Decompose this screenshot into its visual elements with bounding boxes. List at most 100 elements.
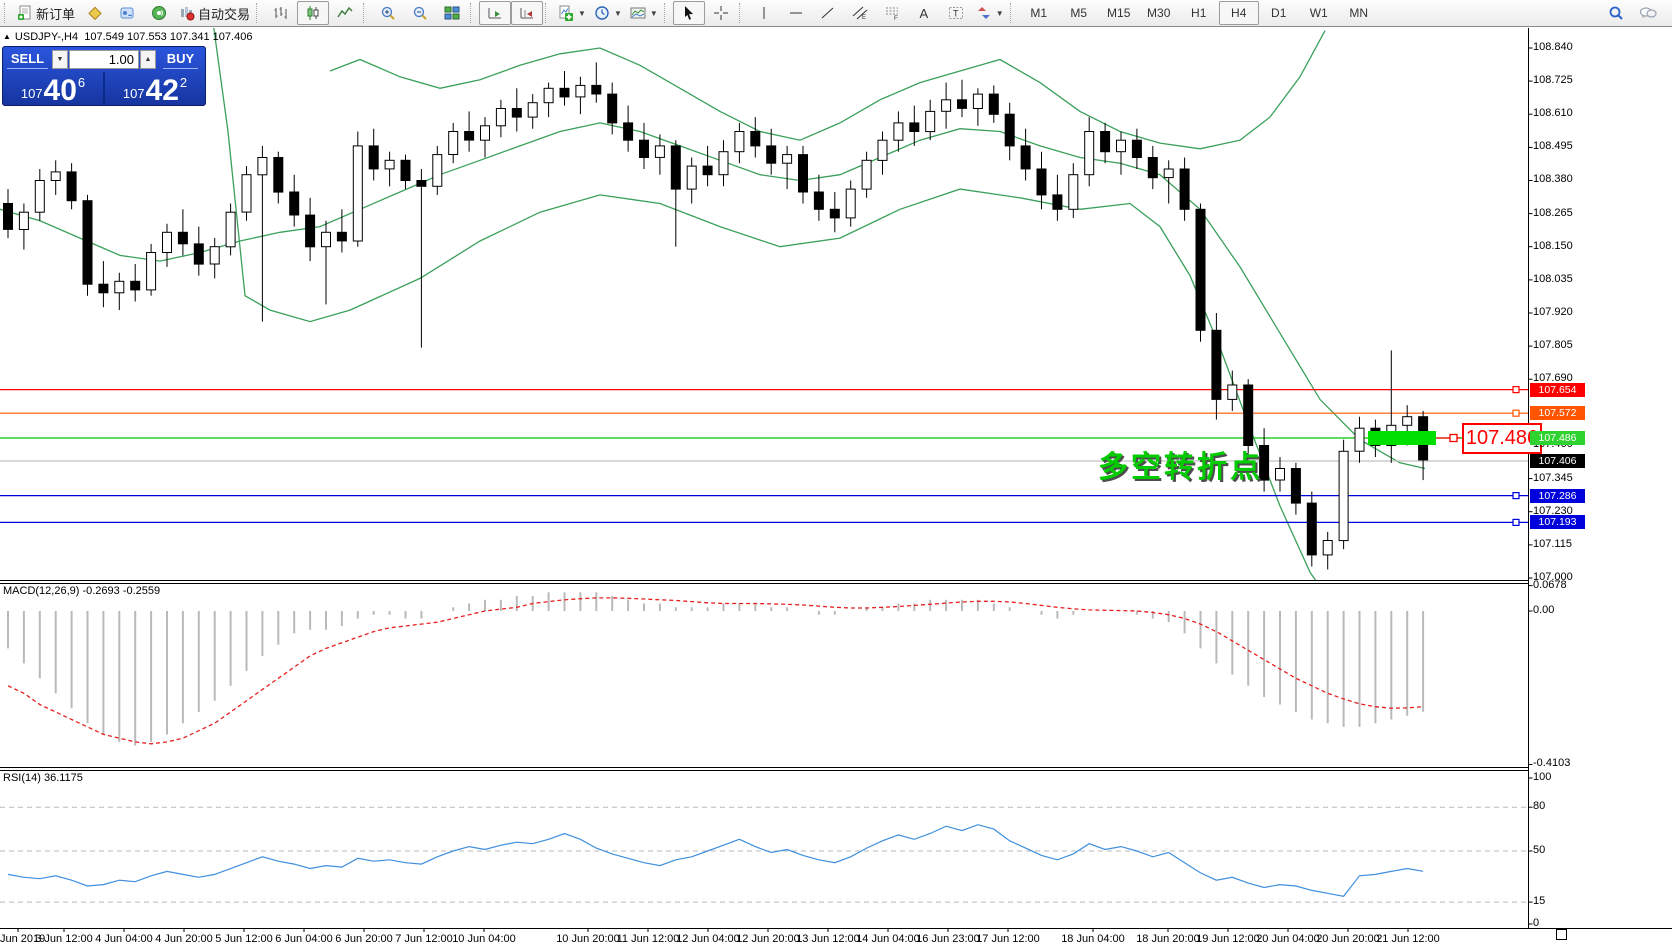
horizontal-line-icon	[789, 12, 802, 14]
zoom-in-button[interactable]	[372, 1, 404, 25]
chart-area: ▲ USDJPY-,H4 107.549 107.553 107.341 107.…	[0, 28, 1672, 950]
line-chart-icon	[337, 6, 353, 18]
buy-price[interactable]: 107 42 2	[122, 74, 188, 106]
toolbar-grip	[470, 3, 475, 23]
chart-shift-button[interactable]	[511, 1, 544, 25]
time-axis-label: 17 Jun 12:00	[976, 933, 1040, 945]
rsi-indicator-label: RSI(14) 36.1175	[3, 772, 83, 784]
autotrading-button[interactable]: 自动交易	[175, 1, 254, 25]
time-axis-label: 4 Jun 04:00	[95, 933, 153, 945]
templates-button[interactable]: ▼	[626, 1, 662, 25]
signal-button[interactable]	[143, 1, 175, 25]
timeframe-button-mn[interactable]: MN	[1349, 6, 1369, 20]
line-chart-mode-button[interactable]	[329, 1, 361, 25]
price-tick-label: 108.725	[1533, 74, 1573, 87]
charts-window-button[interactable]	[111, 1, 143, 25]
vertical-line-icon	[763, 7, 765, 19]
crosshair-tool-button[interactable]	[705, 1, 737, 25]
price-level-label: 107.286	[1530, 488, 1585, 503]
price-tick-label: 108.495	[1533, 140, 1573, 153]
volume-input[interactable]: 1.00	[69, 50, 139, 69]
macd-tick-label: 0.0678	[1533, 578, 1567, 591]
chart-annotation-text[interactable]: 多空转折点	[1098, 451, 1263, 484]
symbol-period-label: USDJPY-,H4	[14, 31, 79, 43]
crosshair-icon	[713, 6, 728, 20]
vertical-line-tool-button[interactable]	[748, 1, 780, 25]
volume-decrease-button[interactable]: ▼	[52, 50, 68, 69]
profile-icon	[88, 6, 102, 21]
fibonacci-icon: F	[885, 7, 898, 21]
chat-icon	[1639, 7, 1657, 18]
price-tick-label: 107.345	[1533, 471, 1573, 484]
toolbar-grip	[363, 3, 368, 23]
text-label-icon: T	[948, 7, 963, 19]
horizontal-line-tool-button[interactable]	[780, 1, 812, 25]
autotrading-label: 自动交易	[198, 6, 251, 22]
periods-button[interactable]: ▼	[590, 1, 626, 25]
timeframe-button-d1[interactable]: D1	[1271, 6, 1287, 20]
time-axis-label: 12 Jun 20:00	[736, 933, 800, 945]
timeframe-button-h4[interactable]: H4	[1218, 1, 1259, 25]
price-tick-label: 108.610	[1533, 107, 1573, 120]
periods-clock-icon	[595, 6, 609, 20]
bar-chart-mode-button[interactable]	[265, 1, 297, 25]
sell-price[interactable]: 107 40 6	[3, 72, 105, 105]
tile-windows-button[interactable]	[436, 1, 468, 25]
time-axis-label: 14 Jun 04:00	[856, 933, 920, 945]
price-callout-label[interactable]: 107.486	[1462, 423, 1542, 454]
time-axis-label: 21 Jun 12:00	[1376, 933, 1440, 945]
svg-text:T: T	[953, 9, 959, 19]
timeframe-button-m30[interactable]: M30	[1147, 6, 1171, 20]
dropdown-caret: ▼	[578, 8, 586, 18]
quick-nav-box[interactable]	[1556, 929, 1567, 940]
time-axis-label: 20 Jun 04:00	[1256, 933, 1320, 945]
timeframe-button-m1[interactable]: M1	[1030, 6, 1048, 20]
time-axis-label: 6 Jun 04:00	[275, 933, 333, 945]
zoom-in-icon	[381, 6, 395, 20]
rsi-tick-label: 100	[1533, 771, 1552, 783]
macd-indicator-label: MACD(12,26,9) -0.2693 -0.2559	[3, 585, 161, 597]
price-tick-label: 107.920	[1533, 305, 1573, 318]
buy-button[interactable]: BUY	[156, 50, 205, 69]
text-tool-button[interactable]: A	[908, 1, 940, 25]
candlestick-icon	[307, 6, 319, 20]
signal-icon	[152, 6, 167, 20]
new-order-button[interactable]: 新订单	[13, 1, 79, 25]
candlestick-mode-button[interactable]	[297, 1, 330, 25]
volume-increase-button[interactable]: ▲	[140, 50, 156, 69]
macd-tick-label: 0.00	[1533, 604, 1555, 616]
rsi-tick-label: 15	[1533, 895, 1546, 908]
profile-button[interactable]	[79, 1, 111, 25]
price-tick-label: 107.805	[1533, 339, 1573, 352]
price-level-label: 107.654	[1530, 382, 1585, 397]
autoscroll-button[interactable]	[479, 1, 512, 25]
trendline-tool-button[interactable]	[812, 1, 844, 25]
chart-shift-icon	[520, 8, 534, 19]
rsi-tick-label: 80	[1533, 800, 1546, 813]
price-tick-label: 107.690	[1533, 372, 1573, 385]
price-level-label: 107.406	[1530, 454, 1585, 469]
time-axis-label: 18 Jun 20:00	[1136, 933, 1200, 945]
indicators-button[interactable]: ▼	[554, 1, 590, 25]
sell-button[interactable]: SELL	[3, 50, 52, 69]
cursor-tool-button[interactable]	[672, 1, 705, 25]
collapse-panel-icon[interactable]: ▲	[3, 32, 11, 41]
search-button[interactable]	[1600, 1, 1632, 25]
arrows-tool-button[interactable]: ▼	[972, 1, 1008, 25]
fibonacci-tool-button[interactable]: F	[876, 1, 908, 25]
timeframe-button-h1[interactable]: H1	[1191, 6, 1207, 20]
zoom-out-button[interactable]	[404, 1, 436, 25]
timeframe-button-m15[interactable]: M15	[1107, 6, 1131, 20]
cursor-icon	[684, 6, 693, 20]
timeframe-button-w1[interactable]: W1	[1309, 6, 1328, 20]
chart-header: ▲ USDJPY-,H4 107.549 107.553 107.341 107.…	[3, 31, 252, 43]
time-axis-label: 13 Jun 12:00	[796, 933, 860, 945]
chat-button[interactable]	[1632, 1, 1664, 25]
timeframe-button-m5[interactable]: M5	[1070, 6, 1088, 20]
price-level-label: 107.193	[1530, 515, 1585, 530]
channel-tool-button[interactable]: E	[844, 1, 876, 25]
dropdown-caret: ▼	[613, 8, 622, 18]
text-label-tool-button[interactable]: T	[940, 1, 972, 25]
time-axis-label: 3 Jun 2019	[0, 933, 46, 945]
chart-canvas[interactable]	[0, 28, 1672, 950]
